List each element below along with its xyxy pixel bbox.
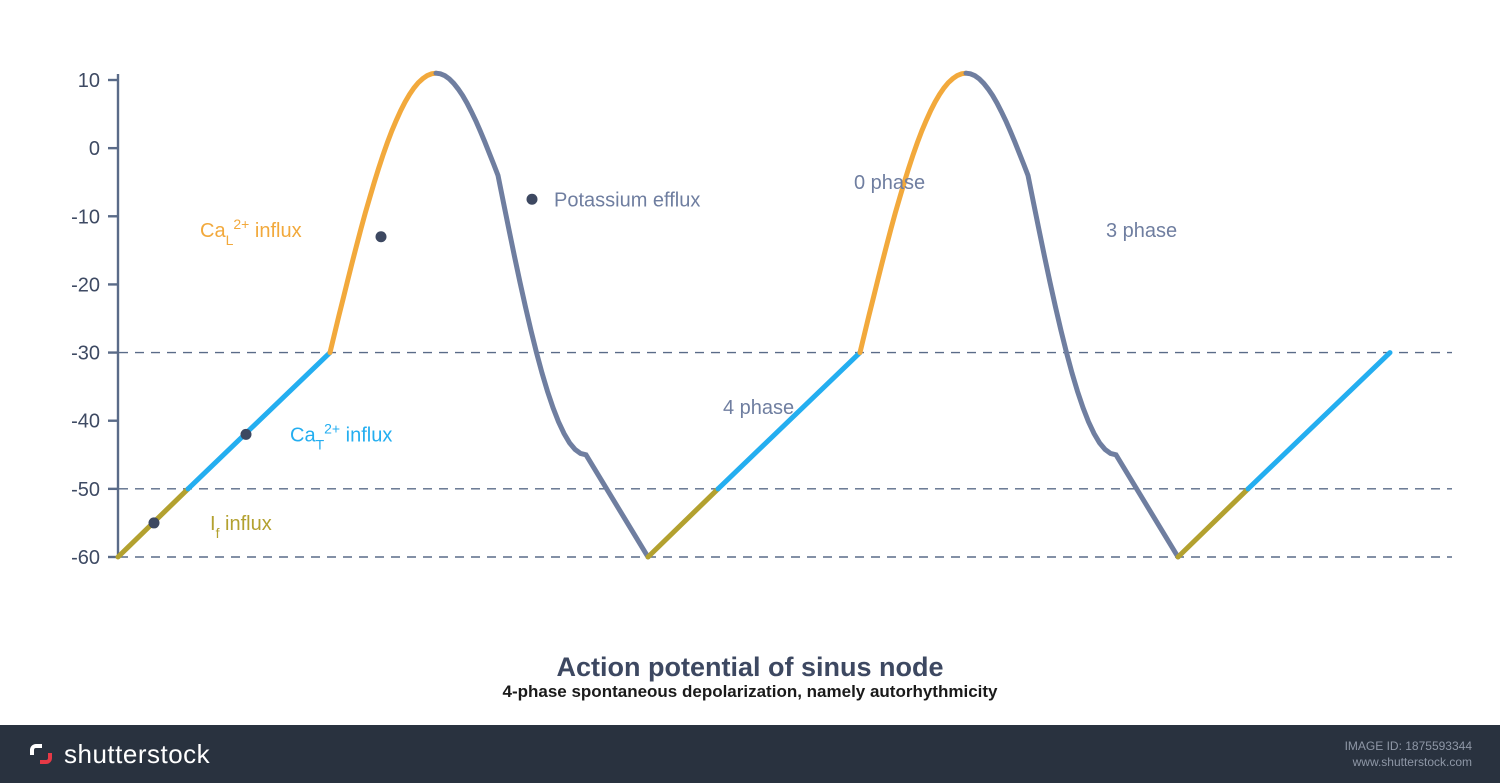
brand-icon [28, 741, 54, 767]
cal-marker [376, 231, 387, 242]
chart-subtitle: 4-phase spontaneous depolarization, name… [0, 682, 1500, 702]
segment-k [436, 73, 648, 557]
segment-cat [1248, 353, 1390, 489]
y-tick-label: -60 [71, 547, 100, 569]
phase0-label: 0 phase [854, 172, 925, 194]
segment-if [648, 489, 718, 557]
segment-cal [860, 73, 966, 352]
y-tick-label: -10 [71, 206, 100, 228]
cal-label: CaL2+ influx [200, 216, 302, 248]
site-url: www.shutterstock.com [1345, 754, 1472, 770]
segment-if [1178, 489, 1248, 557]
y-tick-label: -30 [71, 343, 100, 365]
brand-text: shutterstock [64, 739, 210, 770]
cat-label: CaT2+ influx [290, 420, 392, 452]
y-tick-label: -50 [71, 479, 100, 501]
y-tick-label: 0 [89, 138, 100, 160]
segment-cat [188, 353, 330, 489]
footer-bar: shutterstock IMAGE ID: 1875593344 www.sh… [0, 725, 1500, 783]
k-marker [527, 194, 538, 205]
segment-cat [718, 353, 860, 489]
image-id-value: 1875593344 [1405, 739, 1472, 753]
chart-container: 10 0 -10 -20 -30 -40 -50 -60 If influx CaT2+ infl… [0, 0, 1500, 783]
y-tick-label: -20 [71, 274, 100, 296]
brand-logo: shutterstock [28, 739, 210, 770]
phase4-label: 4 phase [723, 397, 794, 419]
image-id-label: IMAGE ID: [1345, 739, 1402, 753]
segment-cal [330, 73, 436, 352]
phase3-label: 3 phase [1106, 220, 1177, 242]
if-marker [149, 517, 160, 528]
k-label: Potassium efflux [554, 189, 700, 211]
cat-marker [241, 429, 252, 440]
if-label: If influx [210, 513, 272, 541]
segment-k [966, 73, 1178, 557]
y-tick-label: -40 [71, 411, 100, 433]
y-tick-label: 10 [78, 70, 100, 92]
chart-title: Action potential of sinus node [0, 652, 1500, 683]
footer-meta: IMAGE ID: 1875593344 www.shutterstock.co… [1345, 738, 1472, 770]
